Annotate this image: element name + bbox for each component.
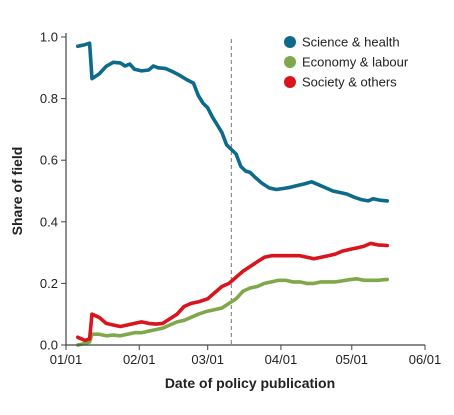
y-tick-label: 0.8 xyxy=(40,91,58,106)
y-tick-label: 0.0 xyxy=(40,338,58,353)
legend-marker xyxy=(284,56,296,68)
y-axis-title: Share of field xyxy=(9,147,25,236)
legend-label: Economy & labour xyxy=(302,55,409,70)
x-tick-label: 02/01 xyxy=(123,352,156,367)
series-line-2 xyxy=(76,241,389,343)
x-tick-label: 03/01 xyxy=(191,352,224,367)
legend-marker xyxy=(284,76,296,88)
y-tick-label: 0.2 xyxy=(40,276,58,291)
x-tick-label: 01/01 xyxy=(50,352,83,367)
legend-marker xyxy=(284,36,296,48)
x-tick-label: 06/01 xyxy=(409,352,442,367)
series-line-0 xyxy=(76,41,389,203)
legend-label: Science & health xyxy=(302,35,400,50)
x-tick-label: 05/01 xyxy=(336,352,369,367)
x-tick-label: 04/01 xyxy=(265,352,298,367)
x-axis-title: Date of policy publication xyxy=(165,375,335,391)
legend-label: Society & others xyxy=(302,75,397,90)
series-line-1 xyxy=(76,277,389,347)
y-tick-label: 0.4 xyxy=(40,214,58,229)
y-tick-label: 0.6 xyxy=(40,153,58,168)
y-tick-label: 1.0 xyxy=(40,30,58,45)
